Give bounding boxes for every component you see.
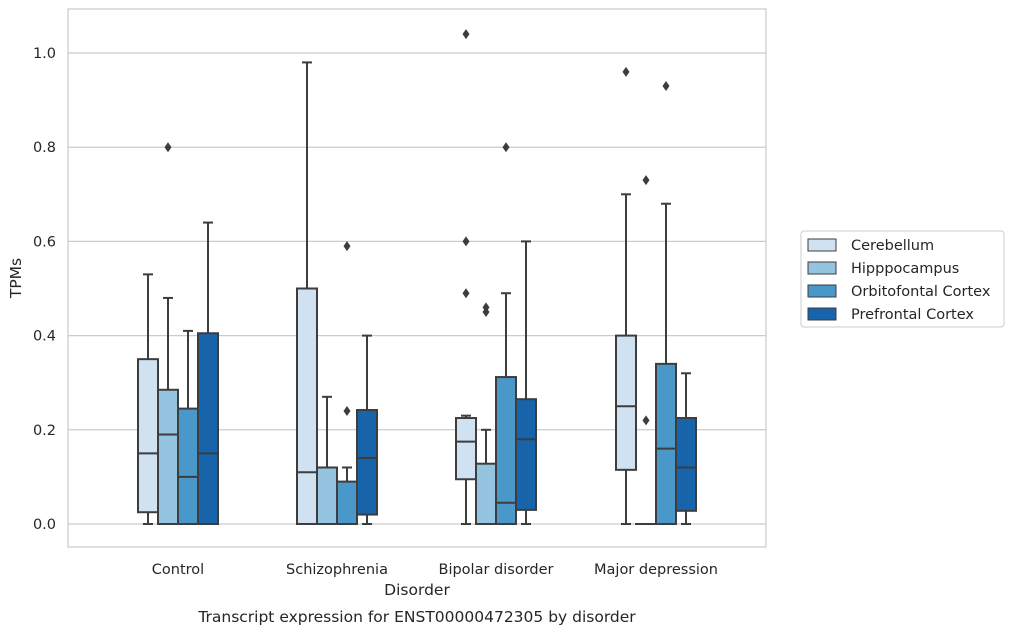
box-iqr bbox=[455, 417, 477, 481]
outlier-point bbox=[642, 175, 650, 186]
box-hipppocampus bbox=[635, 175, 657, 526]
outlier-point bbox=[502, 142, 510, 153]
outlier-point bbox=[622, 66, 630, 77]
box-hipppocampus bbox=[157, 142, 179, 526]
x-tick-label: Bipolar disorder bbox=[439, 562, 554, 578]
outlier-point bbox=[462, 288, 470, 299]
outlier-point bbox=[662, 80, 670, 91]
legend-swatch bbox=[807, 284, 837, 298]
box-cerebellum bbox=[296, 61, 318, 525]
box-prefrontal-cortex bbox=[675, 372, 697, 525]
box-iqr bbox=[655, 362, 677, 525]
y-tick-label: 0.6 bbox=[33, 234, 56, 250]
y-tick-label: 1.0 bbox=[33, 46, 56, 62]
x-tick-label: Schizophrenia bbox=[286, 562, 388, 578]
plot-frame bbox=[67, 8, 767, 548]
box-groups bbox=[137, 29, 697, 526]
box-cerebellum bbox=[455, 29, 477, 525]
legend-label: Orbitofontal Cortex bbox=[851, 284, 991, 300]
legend-swatch bbox=[807, 261, 837, 275]
outlier-point bbox=[642, 415, 650, 426]
box-iqr bbox=[177, 407, 199, 526]
box-orbitofontal-cortex bbox=[177, 329, 199, 526]
legend-swatch bbox=[807, 238, 837, 252]
y-tick-label: 0.2 bbox=[33, 423, 56, 439]
y-axis-label: TPMs bbox=[7, 258, 25, 299]
outlier-point bbox=[164, 142, 172, 153]
box-iqr bbox=[197, 332, 219, 525]
box-iqr bbox=[296, 287, 318, 525]
outlier-point bbox=[482, 302, 490, 313]
box-iqr bbox=[515, 398, 537, 511]
box-iqr bbox=[137, 358, 159, 514]
y-tick-label: 0.8 bbox=[33, 140, 56, 156]
box-iqr bbox=[336, 480, 358, 525]
box-hipppocampus bbox=[316, 395, 338, 526]
box-iqr bbox=[316, 466, 338, 526]
x-axis-label: Disorder bbox=[384, 581, 450, 599]
outlier-point bbox=[462, 29, 470, 40]
box-iqr bbox=[675, 417, 697, 512]
legend-label: Cerebellum bbox=[851, 238, 934, 254]
box-cerebellum bbox=[137, 273, 159, 525]
box-iqr bbox=[475, 462, 497, 526]
x-tick-label: Control bbox=[152, 562, 204, 578]
outlier-point bbox=[343, 241, 351, 252]
legend-frame bbox=[800, 230, 1005, 328]
legend-swatch bbox=[807, 307, 837, 321]
box-hipppocampus bbox=[475, 302, 497, 526]
legend-label: Hipppocampus bbox=[851, 261, 959, 277]
box-iqr bbox=[615, 334, 637, 471]
box-iqr bbox=[157, 388, 179, 526]
y-tick-label: 0.4 bbox=[33, 329, 56, 345]
x-axis-ticks: Control Schizophrenia Bipolar disorder Majo… bbox=[152, 562, 718, 578]
box-iqr bbox=[356, 409, 378, 516]
x-tick-label: Major depression bbox=[594, 562, 718, 578]
legend: Cerebellum Hipppocampus Orbitofontal Corte… bbox=[800, 230, 1005, 328]
chart-caption: Transcript expression for ENST0000047230… bbox=[197, 608, 636, 626]
box-cerebellum bbox=[615, 66, 637, 525]
box-prefrontal-cortex bbox=[356, 334, 378, 525]
box-prefrontal-cortex bbox=[197, 221, 219, 525]
box-orbitofontal-cortex bbox=[495, 142, 517, 525]
y-axis-ticks: 0.0 0.2 0.4 0.6 0.8 1.0 bbox=[33, 46, 56, 533]
box-prefrontal-cortex bbox=[515, 240, 537, 525]
outlier-point bbox=[343, 405, 351, 416]
y-tick-label: 0.0 bbox=[33, 517, 56, 533]
box-orbitofontal-cortex bbox=[336, 241, 358, 525]
legend-label: Prefrontal Cortex bbox=[851, 307, 974, 323]
outlier-point bbox=[462, 236, 470, 247]
